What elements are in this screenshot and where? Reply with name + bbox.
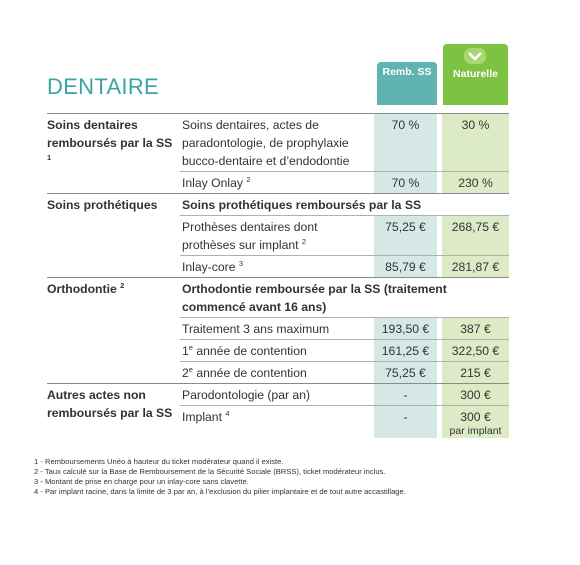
value-text: 300 €: [460, 410, 491, 424]
table-row: Inlay Onlay 2 70 % 230 %: [47, 171, 509, 194]
gap: [437, 113, 442, 172]
remb-ss-value: 75,25 €: [374, 215, 437, 256]
value-text: 300 €: [460, 388, 491, 402]
footnote: 2 - Taux calculé sur la Base de Rembours…: [34, 467, 386, 476]
section-name: Orthodontie 2: [47, 277, 180, 384]
naturelle-value: 230 %: [442, 171, 509, 194]
row-label: Soins dentaires, actes de paradontologie…: [180, 113, 374, 172]
section-name: Soins prothétiques: [47, 193, 180, 278]
remb-ss-value: 193,50 €: [374, 317, 437, 340]
value-text: 322,50 €: [451, 344, 500, 358]
remb-ss-value: 85,79 €: [374, 255, 437, 278]
ordinal: 2: [182, 366, 189, 380]
row-label: Inlay-core 3: [180, 255, 374, 278]
gap: [437, 171, 442, 194]
naturelle-value: 300 € par implant: [442, 405, 509, 438]
value-text: 230 %: [458, 176, 493, 190]
row-label: 2e année de contention: [180, 361, 374, 384]
note-ref: 2: [246, 175, 251, 184]
section-name-text: Soins dentaires remboursés par la SS: [47, 118, 173, 150]
gap: [437, 405, 442, 438]
label-text: année de contention: [192, 344, 307, 358]
remb-ss-value: -: [374, 405, 437, 438]
row-label: Implant 4: [180, 405, 374, 438]
footnote: 1 - Remboursements Unéo à hauteur du tic…: [34, 457, 284, 466]
table-row: 2e année de contention 75,25 €215 €: [47, 361, 509, 384]
table-row: Implant 4-300 € par implant: [47, 405, 509, 438]
remb-ss-value: -: [374, 383, 437, 406]
footnote: 3 - Montant de prise en charge pour un i…: [34, 477, 249, 486]
remb-ss-value: 70 %: [374, 113, 437, 172]
table: Soins dentaires remboursés par la SS 1 So…: [47, 113, 509, 438]
note-ref: 4: [225, 409, 230, 418]
gap: [437, 361, 442, 384]
value-text: 268,75 €: [451, 220, 500, 234]
row-label: 1e année de contention: [180, 339, 374, 362]
value-text: 387 €: [460, 322, 491, 336]
column-header-text: Remb. SS: [382, 66, 432, 78]
check-icon: [464, 48, 486, 64]
row-label: Parodontologie (par an): [180, 383, 374, 406]
table-row: Soins dentaires remboursés par la SS 1 So…: [47, 113, 509, 194]
row-label: Traitement 3 ans maximum: [180, 317, 374, 340]
label-text: Inlay Onlay: [182, 176, 243, 190]
gap: [437, 255, 442, 278]
section-subtitle: Orthodontie remboursée par la SS (traite…: [180, 277, 509, 318]
ordinal-suffix: e: [188, 343, 193, 352]
label-text: Soins dentaires, actes de paradontologie…: [182, 118, 350, 168]
table-row: Soins prothétiques Soins prothétiques rem…: [47, 193, 509, 278]
gap: [437, 383, 442, 406]
gap: [437, 317, 442, 340]
ordinal-suffix: e: [188, 365, 193, 374]
label-text: Prothèses dentaires dont prothèses sur i…: [182, 220, 318, 252]
naturelle-value: 322,50 €: [442, 339, 509, 362]
section-name: Autres actes non remboursés par la SS: [47, 383, 180, 438]
table-row: Traitement 3 ans maximum 193,50 € 387 €: [47, 317, 509, 340]
section-name-text: Soins prothétiques: [47, 198, 158, 212]
value-text: 30 %: [461, 118, 490, 132]
row-label: Prothèses dentaires dont prothèses sur i…: [180, 215, 374, 256]
row-label: Inlay Onlay 2: [180, 171, 374, 194]
gap: [437, 339, 442, 362]
label-text: Implant: [182, 410, 222, 424]
table-row: 1e année de contention 161,25 €322,50 €: [47, 339, 509, 362]
table-row: Autres actes non remboursés par la SS Par…: [47, 383, 509, 438]
table-row: Orthodontie 2 Orthodontie remboursée par …: [47, 277, 509, 384]
naturelle-value: 215 €: [442, 361, 509, 384]
column-header: Naturelle: [443, 44, 508, 105]
naturelle-value: 30 %: [442, 113, 509, 172]
footnotes: 1 - Remboursements Unéo à hauteur du tic…: [34, 457, 406, 497]
footnote: 4 - Par implant racine, dans la limite d…: [34, 487, 406, 496]
value-text: 215 €: [460, 366, 491, 380]
label-text: Inlay-core: [182, 260, 236, 274]
gap: [437, 215, 442, 256]
naturelle-value: 387 €: [442, 317, 509, 340]
note-ref: 2: [120, 281, 125, 290]
note-ref: 3: [238, 259, 244, 268]
remb-ss-value: 161,25 €: [374, 339, 437, 362]
section-name: Soins dentaires remboursés par la SS 1: [47, 113, 180, 194]
note-ref: 2: [301, 237, 307, 246]
column-header: Remb. SS: [377, 62, 437, 105]
note-ref: 1: [47, 153, 52, 162]
ordinal: 1: [182, 344, 189, 358]
column-header-text: Naturelle: [453, 68, 498, 80]
value-detail: par implant: [449, 425, 502, 437]
label-text: année de contention: [192, 366, 307, 380]
remb-ss-value: 70 %: [374, 171, 437, 194]
label-text: Parodontologie (par an): [182, 388, 311, 402]
value-text: 281,87 €: [451, 260, 500, 274]
naturelle-value: 281,87 €: [442, 255, 509, 278]
label-text: Traitement 3 ans maximum: [182, 322, 330, 336]
section-name-text: Autres actes non remboursés par la SS: [47, 388, 173, 420]
table-row: Prothèses dentaires dont prothèses sur i…: [47, 215, 509, 256]
naturelle-value: 268,75 €: [442, 215, 509, 256]
table-row: Inlay-core 3 85,79 €281,87 €: [47, 255, 509, 278]
remb-ss-value: 75,25 €: [374, 361, 437, 384]
naturelle-value: 300 €: [442, 383, 509, 406]
title: DENTAIRE: [47, 74, 160, 99]
section-subtitle: Soins prothétiques remboursés par la SS: [180, 193, 509, 216]
section-name-text: Orthodontie: [47, 282, 117, 296]
